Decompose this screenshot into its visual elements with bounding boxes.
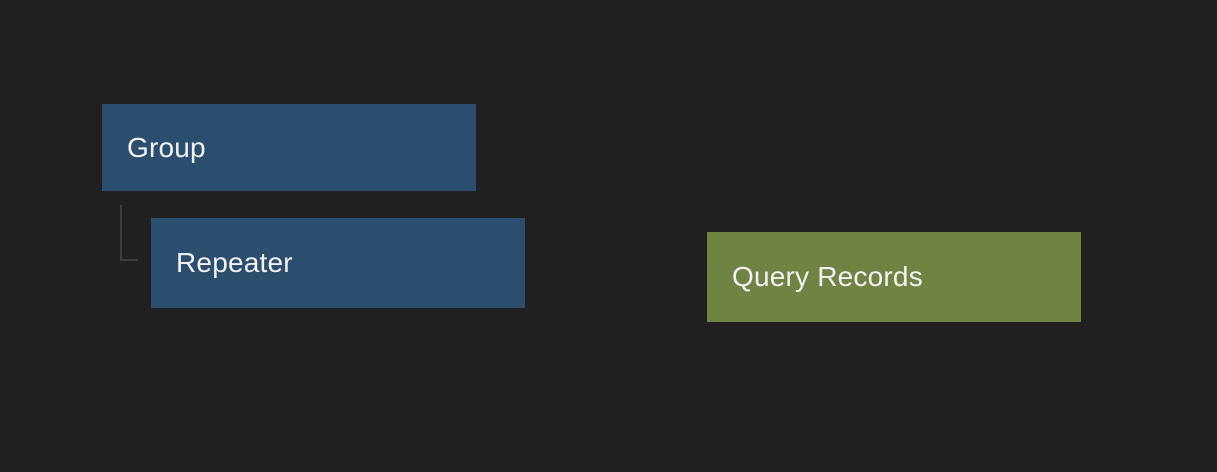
node-group-label: Group: [127, 131, 206, 163]
node-group[interactable]: Group: [102, 104, 476, 191]
node-query-records-label: Query Records: [732, 261, 923, 292]
group-repeater-connector: [120, 205, 138, 261]
node-repeater-label: Repeater: [176, 247, 293, 278]
node-repeater[interactable]: Repeater: [151, 218, 525, 308]
node-query-records[interactable]: Query Records: [707, 232, 1081, 322]
